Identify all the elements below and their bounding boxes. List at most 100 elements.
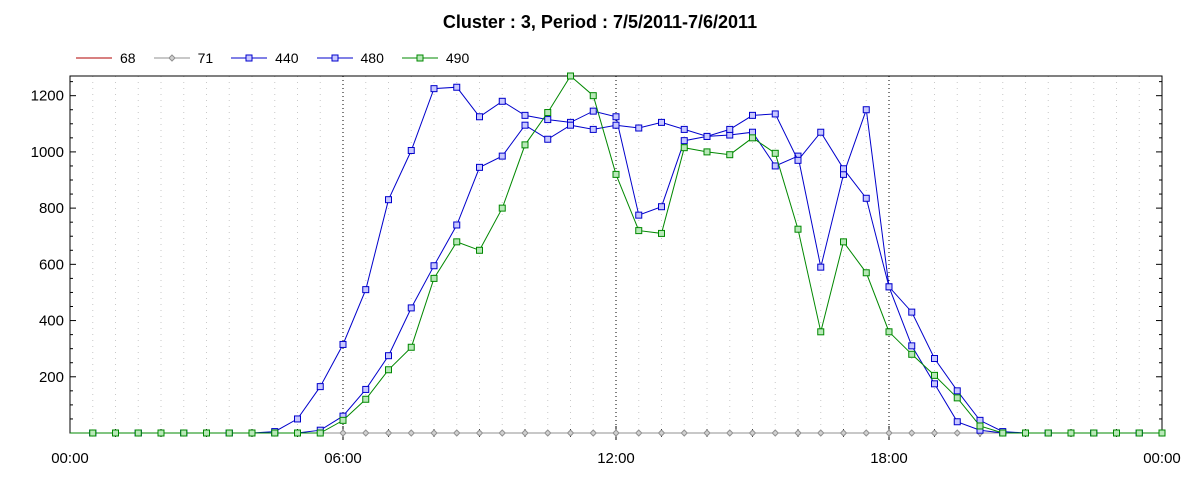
data-point [453, 238, 461, 246]
data-point [794, 156, 802, 164]
data-point [794, 225, 802, 233]
data-point [430, 274, 438, 282]
data-point [862, 106, 870, 114]
data-point [658, 203, 665, 211]
data-point [316, 429, 324, 437]
data-point [89, 429, 97, 437]
data-point [771, 149, 779, 157]
data-point [658, 229, 665, 237]
data-point [385, 366, 392, 374]
data-point [430, 85, 438, 93]
data-point [657, 429, 666, 437]
data-point [521, 111, 529, 119]
data-point [362, 429, 370, 437]
data-point [134, 429, 142, 437]
data-point [407, 304, 415, 312]
data-point [475, 429, 484, 437]
data-point [931, 371, 938, 379]
data-point [908, 429, 916, 437]
data-point [385, 196, 392, 204]
data-point [407, 429, 415, 437]
data-point [453, 221, 461, 229]
data-point [1135, 429, 1143, 437]
data-point [430, 429, 438, 437]
data-point [635, 429, 643, 437]
data-point [1158, 429, 1166, 437]
data-point [498, 152, 506, 160]
legend-label: 440 [275, 50, 299, 66]
data-point [453, 429, 461, 437]
data-point [339, 429, 347, 437]
data-point [953, 394, 961, 402]
data-point [1090, 429, 1098, 437]
data-point [749, 134, 756, 142]
data-point [885, 283, 893, 291]
data-point [521, 429, 529, 437]
y-tick-label: 600 [39, 256, 64, 273]
legend-swatch-marker [416, 54, 424, 62]
legend-swatch [316, 54, 353, 62]
x-tick-label: 18:00 [870, 450, 908, 467]
data-point [1113, 429, 1120, 437]
data-point [612, 429, 620, 437]
legend-item-480: 480 [316, 50, 384, 66]
data-point [1044, 429, 1052, 437]
legend-swatch [76, 57, 112, 59]
data-point [1067, 429, 1075, 437]
data-point [589, 429, 597, 437]
data-point [840, 238, 847, 246]
data-point [931, 380, 938, 388]
data-point [680, 125, 688, 133]
legend-swatch-marker [167, 54, 176, 62]
data-point [294, 429, 301, 437]
series-line [70, 75, 1162, 434]
plot-frame [69, 75, 1163, 434]
data-point [680, 137, 688, 145]
data-point [362, 385, 370, 393]
data-point [635, 124, 643, 132]
series-line [70, 113, 1162, 434]
data-point [885, 328, 893, 336]
data-point [203, 429, 210, 437]
data-point [658, 118, 665, 126]
legend-swatch-marker [245, 54, 253, 62]
data-point [430, 262, 438, 270]
data-point [476, 246, 483, 254]
data-point [817, 429, 825, 437]
x-tick-label: 12:00 [597, 450, 635, 467]
data-point [498, 97, 506, 105]
data-point [271, 429, 279, 437]
data-point [862, 269, 870, 277]
legend-label: 490 [445, 50, 470, 66]
y-tick-label: 1200 [31, 88, 64, 105]
data-point [339, 416, 347, 424]
data-point [703, 148, 711, 156]
legend-label: 71 [197, 50, 214, 66]
data-point [794, 429, 802, 437]
data-point [589, 92, 597, 100]
data-point [476, 113, 483, 121]
y-tick-label: 800 [39, 200, 64, 217]
x-tick-label: 06:00 [324, 450, 362, 467]
data-point [544, 135, 552, 143]
data-point [589, 125, 597, 133]
data-point [703, 132, 711, 140]
legend-item-440: 440 [231, 50, 299, 66]
data-point [953, 418, 961, 426]
data-point [566, 429, 575, 437]
data-point [976, 422, 984, 430]
data-point [748, 429, 757, 437]
data-point [840, 165, 847, 173]
y-tick-label: 200 [39, 369, 64, 386]
series-440 [70, 83, 1166, 437]
legend-swatch [401, 54, 438, 62]
legend-swatch-marker [331, 54, 339, 62]
data-point [680, 144, 688, 152]
data-point [407, 146, 415, 154]
data-point [726, 151, 734, 159]
legend-swatch [231, 54, 268, 62]
data-point [885, 429, 893, 437]
data-point [453, 83, 461, 91]
data-point [862, 429, 870, 437]
